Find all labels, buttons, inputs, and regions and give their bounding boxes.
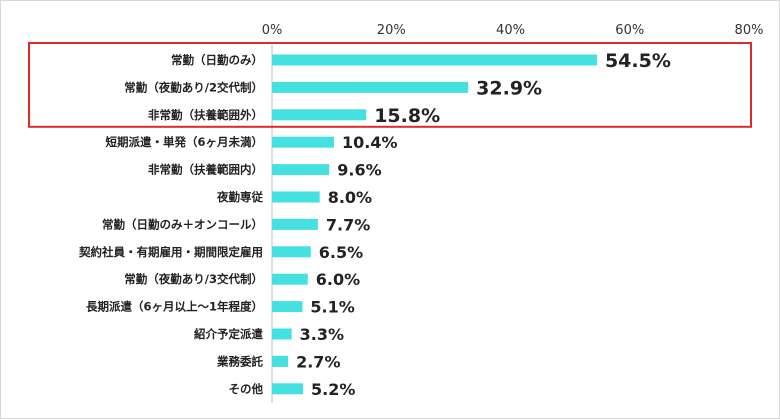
category-label: 常勤（日勤のみ＋オンコール）: [102, 217, 263, 231]
bar: [272, 301, 303, 313]
bar: [272, 383, 304, 395]
value-label: 7.7%: [326, 215, 370, 234]
bar: [272, 81, 469, 93]
category-label: 業務委託: [216, 354, 263, 368]
bar: [272, 109, 367, 121]
category-label: 契約社員・有期雇用・期間限定雇用: [78, 245, 263, 259]
highlight-box: [28, 42, 752, 128]
value-label: 5.2%: [311, 380, 355, 399]
value-label: 2.7%: [296, 352, 340, 371]
category-label: その他: [229, 382, 264, 396]
bar: [272, 164, 330, 176]
value-label: 6.5%: [319, 243, 363, 262]
category-labels: 常勤（日勤のみ） 常勤（夜勤あり/2交代制） 非常勤（扶養範囲外） 短期派遣・単発（6…: [78, 53, 263, 396]
bar: [272, 136, 335, 148]
category-label: 紹介予定派遣: [194, 327, 263, 341]
bar: [272, 328, 292, 340]
category-label: 常勤（日勤のみ）: [171, 53, 263, 67]
category-label: 非常勤（扶養範囲外）: [148, 108, 263, 122]
value-labels: 54.5% 32.9% 15.8% 10.4% 9.6% 8.0% 7.7% 6.5% 6.0%…: [296, 50, 671, 399]
value-label: 5.1%: [310, 298, 354, 317]
x-tick-label: 80%: [735, 23, 764, 38]
value-label: 3.3%: [300, 325, 344, 344]
value-label: 8.0%: [328, 188, 372, 207]
category-label: 夜勤専従: [216, 190, 263, 204]
bar: [272, 273, 308, 285]
bar: [272, 54, 597, 66]
bar: [272, 218, 318, 230]
bars: [272, 54, 597, 395]
category-label: 常勤（夜勤あり/3交代制）: [124, 272, 263, 286]
x-axis-ticks: 0% 20% 40% 60% 80%: [262, 23, 764, 38]
value-label: 54.5%: [605, 50, 671, 72]
category-label: 短期派遣・単発（6ヶ月未満）: [105, 135, 263, 149]
x-tick-label: 60%: [615, 23, 644, 38]
value-label: 32.9%: [476, 77, 542, 99]
value-label: 10.4%: [342, 133, 398, 152]
value-label: 6.0%: [316, 270, 360, 289]
category-label: 長期派遣（6ヶ月以上〜1年程度）: [86, 300, 263, 314]
x-tick-label: 40%: [496, 23, 525, 38]
bar: [272, 355, 289, 367]
bar: [272, 191, 320, 203]
category-label: 常勤（夜勤あり/2交代制）: [124, 80, 263, 94]
x-tick-label: 20%: [377, 23, 406, 38]
value-label: 15.8%: [374, 105, 440, 127]
x-tick-label: 0%: [262, 23, 283, 38]
category-label: 非常勤（扶養範囲内）: [148, 163, 263, 177]
value-label: 9.6%: [337, 161, 381, 180]
bar: [272, 246, 311, 258]
